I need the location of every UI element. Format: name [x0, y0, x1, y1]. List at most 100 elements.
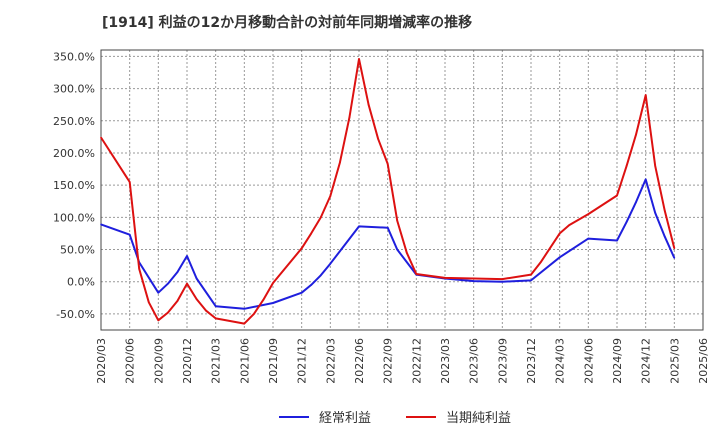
- x-tick-label: 2020/03: [95, 338, 108, 384]
- x-tick-label: 2020/06: [124, 338, 137, 384]
- data-point-series-1: [319, 216, 322, 219]
- data-point-series-1: [587, 213, 590, 215]
- data-point-series-0: [214, 305, 217, 307]
- data-point-series-1: [348, 116, 351, 119]
- data-point-series-1: [157, 319, 160, 322]
- data-point-series-0: [358, 225, 360, 228]
- data-point-series-1: [444, 277, 446, 279]
- x-tick-label: 2024/06: [582, 338, 595, 384]
- x-tick-label: 2022/06: [353, 338, 366, 384]
- data-point-series-1: [138, 268, 141, 270]
- y-tick-label: 100.0%: [53, 211, 95, 224]
- data-point-series-1: [147, 301, 150, 304]
- y-tick-label: 150.0%: [53, 179, 95, 192]
- data-point-series-1: [367, 103, 370, 106]
- data-point-series-0: [128, 233, 131, 236]
- x-tick-label: 2022/12: [410, 338, 423, 384]
- data-point-series-1: [272, 282, 274, 284]
- data-point-series-1: [539, 261, 542, 264]
- x-tick-label: 2021/06: [238, 338, 251, 384]
- x-tick-label: 2023/12: [525, 338, 538, 384]
- data-point-series-1: [616, 194, 618, 197]
- x-tick-label: 2020/09: [152, 338, 165, 384]
- data-point-series-1: [128, 181, 131, 183]
- data-point-series-0: [644, 178, 647, 181]
- data-point-series-0: [663, 235, 666, 238]
- x-tick-label: 2024/12: [640, 338, 653, 384]
- data-point-series-1: [673, 247, 676, 250]
- data-point-series-1: [625, 165, 628, 167]
- data-point-series-1: [300, 247, 303, 250]
- x-tick-label: 2021/12: [296, 338, 309, 384]
- data-point-series-1: [472, 277, 475, 280]
- data-point-series-1: [396, 219, 399, 222]
- data-point-series-0: [635, 201, 637, 203]
- x-tick-label: 2023/09: [496, 338, 509, 384]
- data-point-series-1: [100, 136, 102, 139]
- x-tick-label: 2023/06: [468, 338, 481, 384]
- data-point-series-0: [673, 257, 676, 259]
- data-point-series-1: [358, 58, 360, 60]
- series-line-0: [100, 178, 676, 310]
- legend-swatch-series-0: [279, 415, 309, 418]
- data-point-series-1: [186, 282, 188, 285]
- legend-swatch-series-1: [406, 415, 436, 418]
- data-point-series-0: [587, 237, 590, 240]
- x-axis-ticks: 2020/03 2020/06 2020/09 2020/12 2021/03 2021/…: [95, 338, 710, 384]
- y-tick-label: 250.0%: [53, 115, 95, 128]
- data-point-series-1: [310, 232, 313, 235]
- chart-title: [1914] 利益の12か月移動合計の対前年同期増減率の推移: [102, 15, 473, 31]
- data-point-series-0: [157, 291, 160, 294]
- y-tick-label: 200.0%: [53, 147, 95, 160]
- data-point-series-1: [329, 195, 332, 197]
- legend-label-series-1: 当期純利益: [446, 411, 512, 426]
- x-tick-label: 2020/12: [181, 338, 194, 384]
- gridlines: [100, 50, 704, 330]
- data-point-series-1: [243, 322, 246, 325]
- y-tick-label: -50.0%: [56, 308, 95, 321]
- data-point-series-1: [386, 163, 389, 165]
- data-point-series-0: [176, 271, 179, 273]
- legend-label-series-0: 経常利益: [319, 411, 372, 426]
- plot-frame: [100, 49, 704, 331]
- data-point-series-0: [300, 291, 303, 294]
- x-tick-label: 2024/03: [554, 338, 567, 384]
- data-point-series-0: [195, 277, 198, 280]
- data-point-series-0: [243, 307, 246, 310]
- data-point-series-1: [176, 300, 179, 302]
- data-point-series-0: [625, 221, 628, 223]
- data-point-series-1: [635, 133, 637, 136]
- data-point-series-0: [616, 239, 618, 242]
- data-point-series-0: [386, 226, 389, 229]
- y-tick-label: 300.0%: [53, 83, 95, 96]
- series-lines: [100, 58, 676, 325]
- data-point-series-1: [205, 309, 207, 312]
- data-point-series-1: [405, 251, 408, 254]
- legend-item-series-1: 当期純利益: [406, 407, 511, 426]
- data-point-series-1: [644, 94, 647, 96]
- data-point-series-1: [253, 313, 255, 315]
- data-point-series-0: [654, 212, 657, 214]
- data-point-series-0: [396, 248, 399, 251]
- data-point-series-0: [501, 280, 504, 283]
- x-tick-label: 2025/06: [697, 338, 710, 384]
- data-point-series-0: [472, 280, 475, 282]
- y-tick-label: 50.0%: [60, 244, 95, 257]
- data-point-series-0: [272, 302, 274, 304]
- data-point-series-0: [186, 255, 188, 257]
- x-tick-label: 2024/09: [611, 338, 624, 384]
- data-point-series-0: [558, 256, 561, 259]
- y-tick-label: 350.0%: [53, 50, 95, 63]
- data-point-series-0: [319, 274, 322, 277]
- y-tick-label: 0.0%: [67, 276, 95, 289]
- x-tick-label: 2021/03: [210, 338, 223, 384]
- data-point-series-1: [558, 232, 561, 235]
- data-point-series-1: [214, 317, 217, 320]
- data-point-series-1: [415, 273, 418, 275]
- x-tick-label: 2022/09: [382, 338, 395, 384]
- data-point-series-0: [329, 262, 332, 265]
- data-point-series-0: [310, 284, 313, 286]
- data-point-series-1: [501, 278, 504, 280]
- data-point-series-0: [167, 282, 169, 285]
